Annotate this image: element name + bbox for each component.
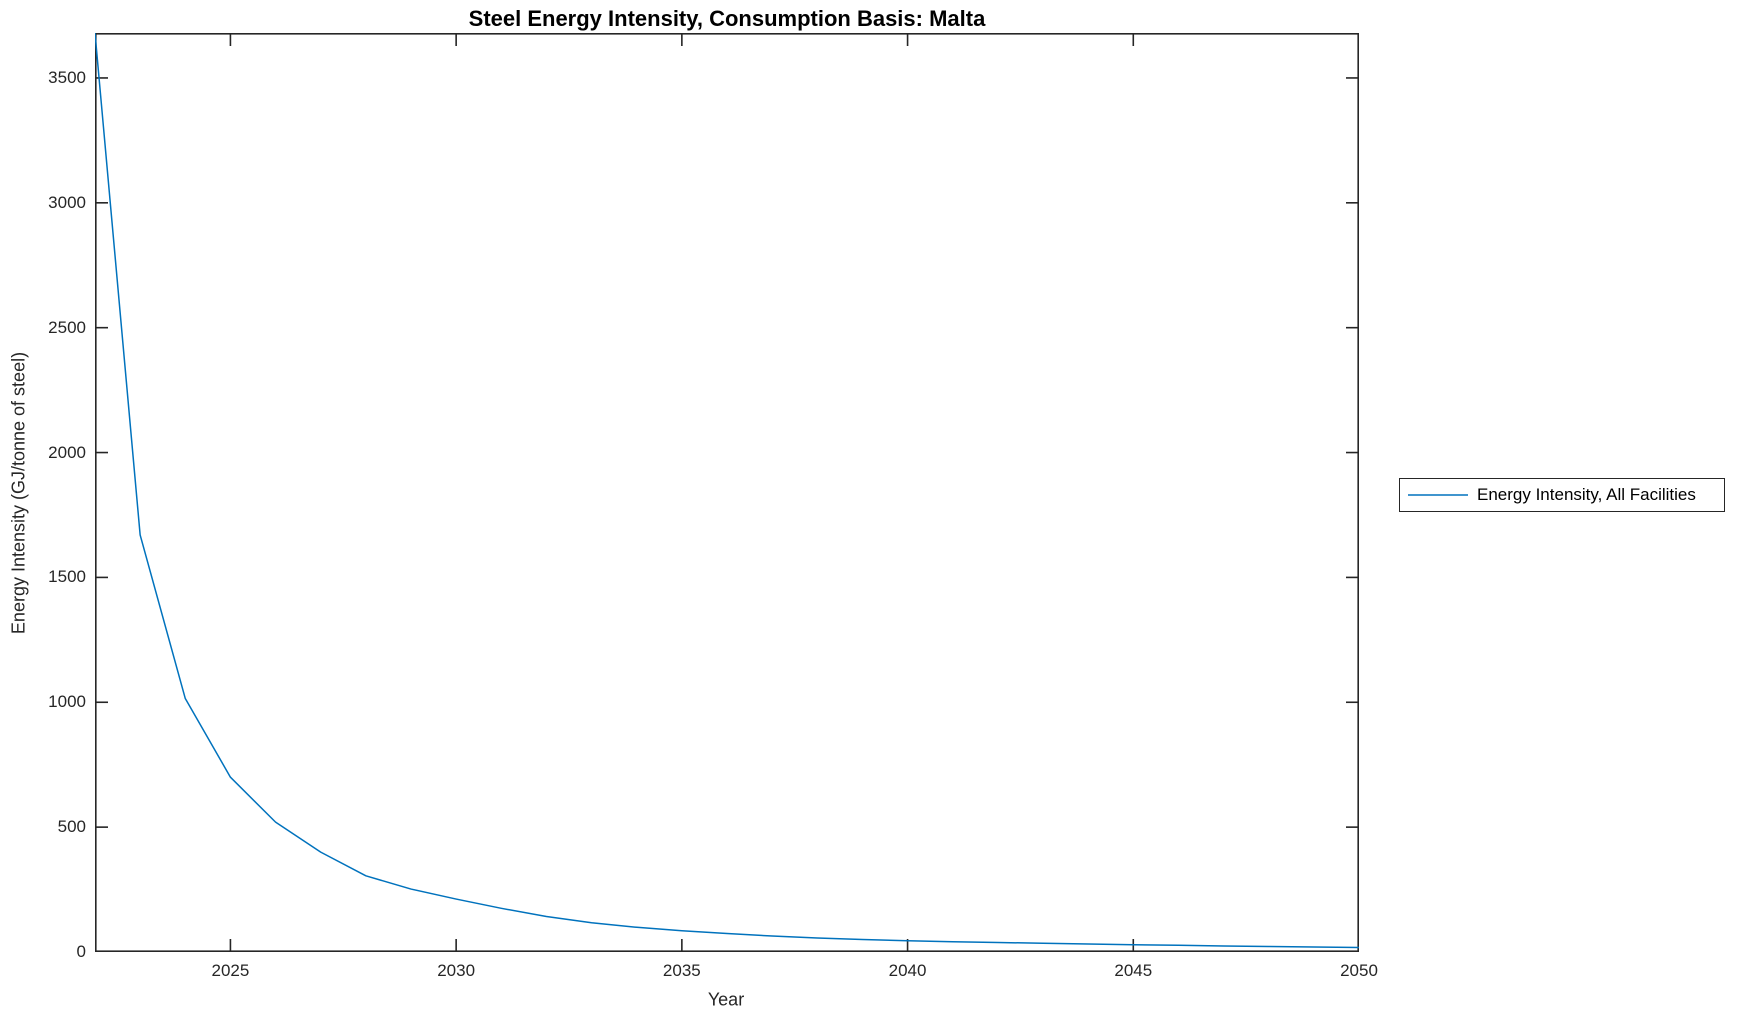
x-tick-label: 2045	[1114, 961, 1153, 980]
y-tick-label: 3000	[48, 192, 86, 212]
chart-title: Steel Energy Intensity, Consumption Basi…	[468, 6, 986, 31]
x-tick-label: 2035	[662, 961, 701, 980]
y-tick-label: 2500	[48, 317, 86, 337]
x-axis-label: Year	[707, 989, 745, 1010]
x-tick-label: 2050	[1340, 961, 1378, 980]
data-line	[95, 33, 1359, 949]
x-tick-label: 2030	[437, 961, 476, 980]
y-axis-label: Energy Intensity (GJ/tonne of steel)	[8, 351, 29, 635]
y-tick-label: 500	[57, 817, 86, 837]
legend-line-sample	[1408, 494, 1468, 496]
x-tick-label: 2040	[888, 961, 927, 980]
y-tick-label: 0	[76, 942, 86, 961]
axes-box	[95, 33, 1359, 952]
legend: Energy Intensity, All Facilities	[1399, 478, 1725, 512]
line-chart-canvas	[95, 33, 1359, 952]
y-tick-label: 1000	[48, 692, 86, 712]
y-tick-label: 3500	[48, 67, 86, 87]
legend-label: Energy Intensity, All Facilities	[1477, 485, 1696, 504]
plot-area	[95, 33, 1359, 952]
x-tick-label: 2025	[211, 961, 250, 980]
y-tick-label: 1500	[48, 567, 86, 587]
y-tick-label: 2000	[48, 442, 86, 462]
